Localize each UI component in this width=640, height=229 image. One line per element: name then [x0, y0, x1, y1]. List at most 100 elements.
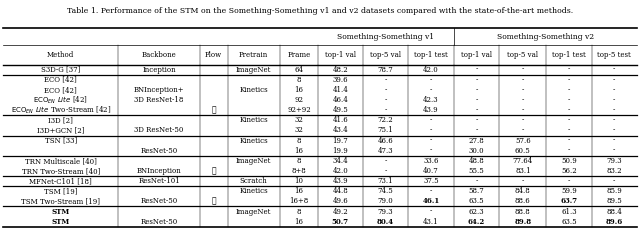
Text: -: - [613, 147, 616, 155]
Text: 79.0: 79.0 [378, 197, 394, 205]
Text: 49.2: 49.2 [333, 207, 348, 215]
Text: ResNet-101: ResNet-101 [138, 177, 180, 185]
Text: -: - [613, 106, 616, 114]
Text: 8: 8 [296, 207, 301, 215]
Text: -: - [385, 157, 387, 165]
Text: 55.5: 55.5 [468, 167, 484, 175]
Text: 49.6: 49.6 [333, 197, 348, 205]
Text: 64.2: 64.2 [468, 218, 485, 226]
Text: 16+8: 16+8 [289, 197, 308, 205]
Text: -: - [430, 76, 432, 84]
Text: 16: 16 [294, 147, 303, 155]
Text: -: - [522, 86, 524, 94]
Text: STM: STM [52, 207, 70, 215]
Text: -: - [613, 116, 616, 124]
Text: 75.1: 75.1 [378, 126, 394, 134]
Text: 19.7: 19.7 [333, 136, 348, 144]
Text: 57.6: 57.6 [515, 136, 531, 144]
Text: 56.2: 56.2 [561, 167, 577, 175]
Text: Kinetics: Kinetics [239, 187, 268, 195]
Text: 27.8: 27.8 [468, 136, 484, 144]
Text: top-1 test: top-1 test [414, 51, 448, 59]
Text: 89.8: 89.8 [515, 218, 531, 226]
Text: TSM Two-Stream [19]: TSM Two-Stream [19] [21, 197, 100, 205]
Text: -: - [430, 126, 432, 134]
Text: -: - [568, 147, 570, 155]
Text: -: - [568, 86, 570, 94]
Text: -: - [613, 76, 616, 84]
Text: 63.5: 63.5 [468, 197, 484, 205]
Text: 41.6: 41.6 [333, 116, 348, 124]
Text: 8: 8 [296, 157, 301, 165]
Text: 80.4: 80.4 [377, 218, 394, 226]
Text: MFNet-C101 [18]: MFNet-C101 [18] [29, 177, 92, 185]
Text: Kinetics: Kinetics [239, 86, 268, 94]
Text: 46.6: 46.6 [378, 136, 394, 144]
Text: 58.7: 58.7 [468, 187, 484, 195]
Text: ✓: ✓ [211, 167, 216, 175]
Text: ECO [42]: ECO [42] [44, 86, 77, 94]
Text: 73.1: 73.1 [378, 177, 394, 185]
Text: -: - [385, 106, 387, 114]
Text: top-5 val: top-5 val [370, 51, 401, 59]
Text: TRN Multiscale [40]: TRN Multiscale [40] [25, 157, 97, 165]
Text: 83.2: 83.2 [607, 167, 622, 175]
Text: 3D ResNet-50: 3D ResNet-50 [134, 126, 184, 134]
Text: 89.6: 89.6 [605, 218, 623, 226]
Text: TRN Two-Stream [40]: TRN Two-Stream [40] [22, 167, 100, 175]
Text: -: - [522, 96, 524, 104]
Text: -: - [522, 116, 524, 124]
Text: 49.5: 49.5 [333, 106, 348, 114]
Text: -: - [568, 106, 570, 114]
Text: $\mathrm{ECO}_{EN}$ $\mathit{Lite}$ [42]: $\mathrm{ECO}_{EN}$ $\mathit{Lite}$ [42] [33, 94, 88, 106]
Text: -: - [476, 86, 478, 94]
Text: 42.3: 42.3 [423, 96, 439, 104]
Text: -: - [568, 116, 570, 124]
Text: 74.5: 74.5 [378, 187, 394, 195]
Text: $\mathrm{ECO}_{EN}$ $\mathit{Lite}$ Two-Stream [42]: $\mathrm{ECO}_{EN}$ $\mathit{Lite}$ Two-… [11, 105, 111, 116]
Text: 30.0: 30.0 [468, 147, 484, 155]
Text: 32: 32 [294, 126, 303, 134]
Text: -: - [476, 96, 478, 104]
Text: Kinetics: Kinetics [239, 136, 268, 144]
Text: 50.9: 50.9 [561, 157, 577, 165]
Text: Something-Something v1: Something-Something v1 [337, 33, 435, 41]
Text: 42.0: 42.0 [333, 167, 348, 175]
Text: 43.4: 43.4 [333, 126, 348, 134]
Text: 79.3: 79.3 [607, 157, 622, 165]
Text: I3D [2]: I3D [2] [48, 116, 73, 124]
Text: BNInception: BNInception [137, 167, 181, 175]
Text: -: - [476, 106, 478, 114]
Text: Method: Method [47, 51, 74, 59]
Text: 84.8: 84.8 [515, 187, 531, 195]
Text: Inception: Inception [142, 66, 176, 74]
Text: -: - [476, 116, 478, 124]
Text: ResNet-50: ResNet-50 [140, 218, 178, 226]
Text: -: - [476, 177, 478, 185]
Text: 59.9: 59.9 [561, 187, 577, 195]
Text: -: - [568, 177, 570, 185]
Text: -: - [476, 126, 478, 134]
Text: 72.2: 72.2 [378, 116, 394, 124]
Text: 43.9: 43.9 [333, 177, 348, 185]
Text: 62.3: 62.3 [468, 207, 484, 215]
Text: -: - [430, 207, 432, 215]
Text: -: - [476, 66, 478, 74]
Text: -: - [522, 66, 524, 74]
Text: 46.4: 46.4 [333, 96, 348, 104]
Text: ✓: ✓ [211, 106, 216, 114]
Text: 88.4: 88.4 [606, 207, 622, 215]
Text: 42.0: 42.0 [423, 66, 439, 74]
Text: 83.1: 83.1 [515, 167, 531, 175]
Text: -: - [385, 96, 387, 104]
Text: 34.4: 34.4 [333, 157, 348, 165]
Text: 48.2: 48.2 [333, 66, 348, 74]
Text: -: - [430, 86, 432, 94]
Text: ResNet-50: ResNet-50 [140, 197, 178, 205]
Text: top-5 test: top-5 test [597, 51, 631, 59]
Text: 32: 32 [294, 116, 303, 124]
Text: 8: 8 [296, 136, 301, 144]
Text: 63.5: 63.5 [561, 218, 577, 226]
Text: -: - [522, 76, 524, 84]
Text: top-1 test: top-1 test [552, 51, 586, 59]
